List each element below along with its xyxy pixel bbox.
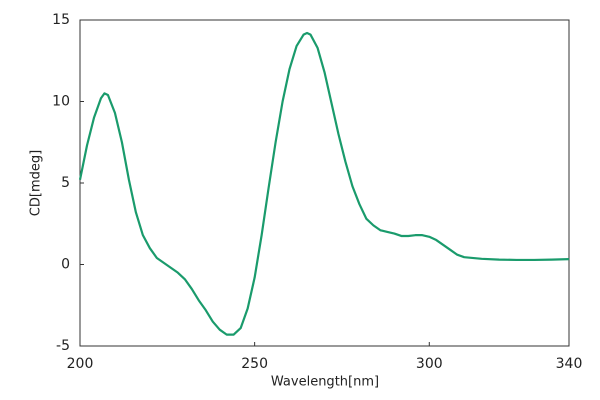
y-tick-label: 5 [61, 175, 70, 191]
x-tick-label: 340 [556, 356, 583, 372]
data-line [78, 31, 570, 336]
y-tick-label: 0 [61, 257, 70, 273]
y-tick-label: 15 [52, 12, 70, 28]
y-axis-label: CD[mdeg] [29, 150, 44, 216]
x-axis-label: Wavelength[nm] [271, 375, 379, 390]
y-tick-label: -5 [56, 338, 70, 354]
x-tick-label: 250 [241, 356, 268, 372]
x-tick-label: 300 [416, 356, 443, 372]
y-tick-label: 10 [52, 94, 70, 110]
x-tick-label: 200 [67, 356, 94, 372]
